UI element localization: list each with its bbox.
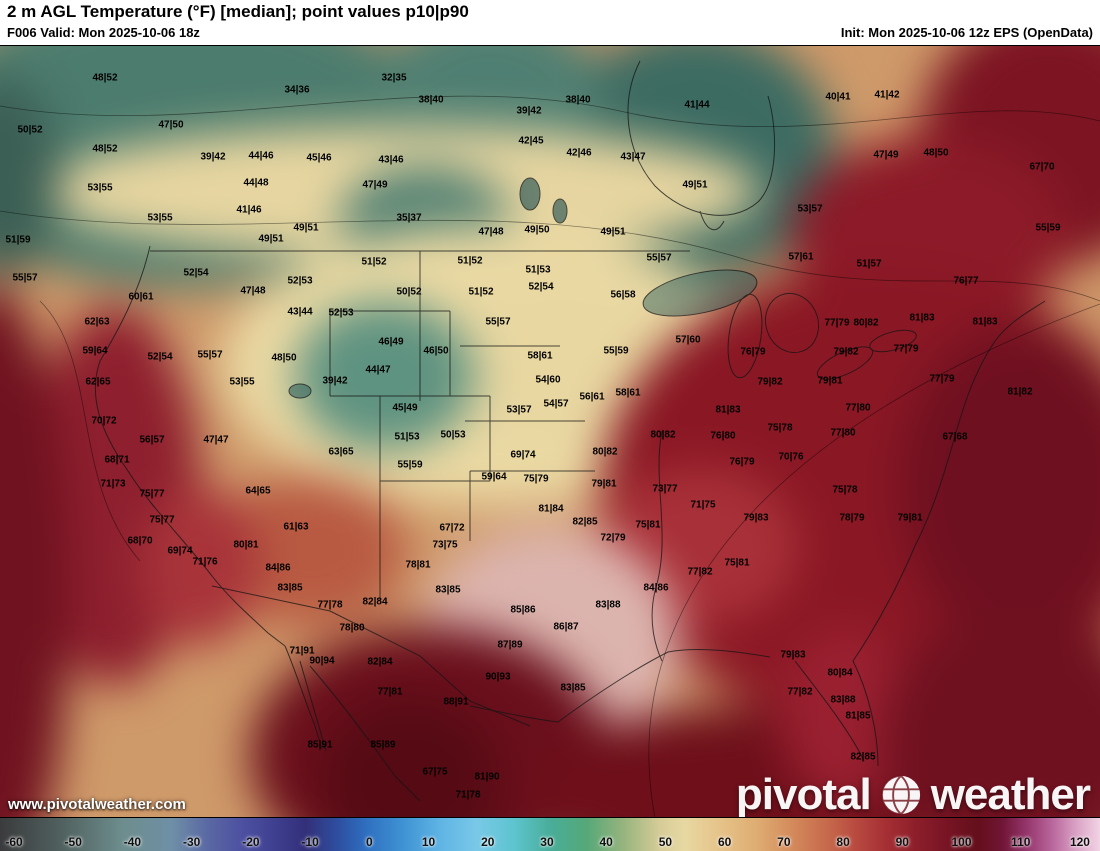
pivotal-globe-icon — [880, 774, 922, 816]
colorbar-tick-label: -20 — [242, 835, 259, 849]
logo-text-weather: weather — [931, 773, 1090, 817]
colorbar-tick-label: 60 — [718, 835, 731, 849]
colorbar-tick-label: -40 — [124, 835, 141, 849]
colorbar-tick-label: 30 — [540, 835, 553, 849]
colorbar-tick-label: 70 — [777, 835, 790, 849]
colorbar-tick-label: 110 — [1011, 835, 1030, 849]
colorbar-tick-label: 50 — [659, 835, 672, 849]
colorbar-wrap: -60 -50 -40 -30 -20 -10 0 10 20 30 40 50 60 70 80 90 100… — [0, 817, 1100, 850]
header-bar: 2 m AGL Temperature (°F) [median]; point… — [0, 0, 1100, 45]
colorbar-tick-label: -50 — [65, 835, 82, 849]
colorbar-tick-label: 40 — [600, 835, 613, 849]
init-time-label: Init: Mon 2025-10-06 12z EPS (OpenData) — [841, 25, 1093, 40]
temperature-map — [0, 45, 1100, 817]
colorbar-tick-label: 0 — [366, 835, 373, 849]
colorbar-tick-label: 90 — [896, 835, 909, 849]
colorbar-tick-label: 10 — [422, 835, 435, 849]
logo-text-pivotal: pivotal — [736, 773, 871, 817]
valid-time-label: F006 Valid: Mon 2025-10-06 18z — [7, 25, 200, 40]
colorbar-tick-label: 100 — [952, 835, 972, 849]
colorbar-tick-label: -30 — [183, 835, 200, 849]
watermark-url: www.pivotalweather.com — [8, 796, 186, 813]
map-borders-graphic — [0, 46, 1100, 817]
colorbar-tick-label: -10 — [301, 835, 318, 849]
colorbar-tick-label: 120 — [1070, 835, 1090, 849]
map-title: 2 m AGL Temperature (°F) [median]; point… — [7, 2, 469, 22]
colorbar-tick-label: 20 — [481, 835, 494, 849]
colorbar-tick-label: -60 — [5, 835, 22, 849]
colorbar-ticks: -60 -50 -40 -30 -20 -10 0 10 20 30 40 50 60 70 80 90 100… — [0, 818, 1100, 851]
colorbar-tick-label: 80 — [836, 835, 849, 849]
pivotal-weather-logo: pivotal weather — [736, 773, 1090, 817]
